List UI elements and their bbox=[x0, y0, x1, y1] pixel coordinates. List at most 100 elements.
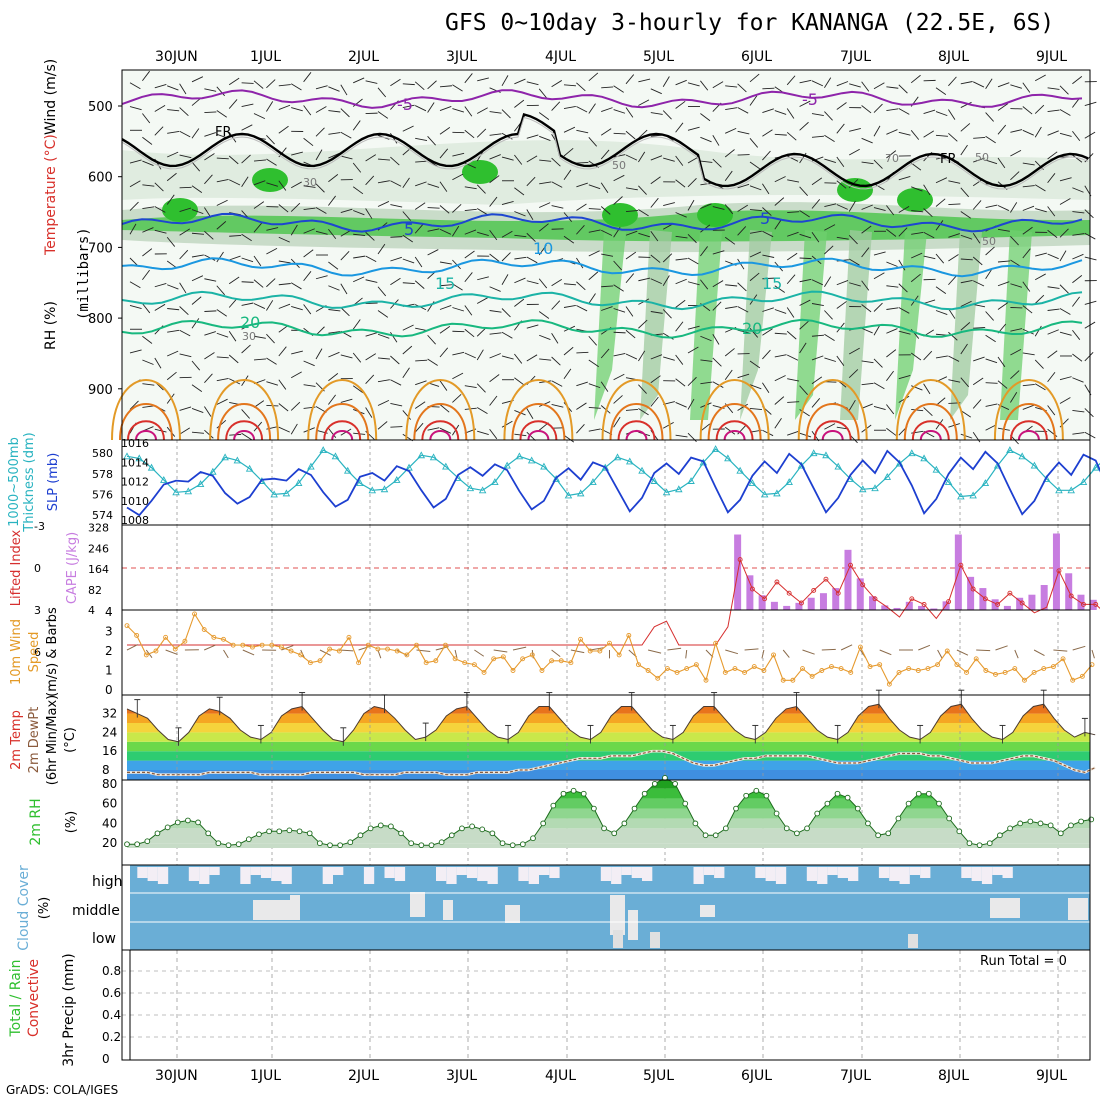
rh-marker bbox=[1078, 818, 1084, 825]
wind-barb bbox=[799, 320, 809, 330]
wind-barb bbox=[242, 649, 255, 656]
wind-barb bbox=[588, 229, 601, 233]
wind-barb bbox=[340, 208, 353, 213]
wind-barb bbox=[551, 205, 564, 209]
wind-barb bbox=[216, 221, 227, 230]
wind-barb bbox=[290, 224, 298, 236]
rh-spike bbox=[1000, 230, 1032, 420]
wind-barb bbox=[836, 355, 845, 366]
rh-marker bbox=[976, 842, 983, 849]
wind-barb bbox=[290, 423, 298, 435]
wind-barb bbox=[811, 80, 824, 87]
wind-barb bbox=[613, 331, 626, 334]
temp-arc bbox=[797, 379, 868, 441]
wind-barb bbox=[501, 420, 513, 428]
rh-marker bbox=[783, 825, 790, 832]
thickness-marker bbox=[491, 478, 499, 485]
wind-barb bbox=[675, 354, 684, 365]
rh-marker bbox=[885, 830, 892, 837]
wind-barb bbox=[142, 136, 153, 145]
wind-barb bbox=[452, 351, 465, 356]
wind-barb bbox=[687, 281, 700, 286]
wind-barb bbox=[687, 126, 700, 131]
wind-barb bbox=[985, 112, 994, 122]
x-tick-label-top: 5JUL bbox=[643, 49, 674, 65]
cape-bar bbox=[1052, 533, 1060, 610]
wind-barb bbox=[923, 350, 933, 361]
wind-barb bbox=[985, 403, 998, 407]
cape-bar bbox=[856, 578, 864, 610]
high-cloud-cell bbox=[899, 867, 910, 884]
wind-barb bbox=[142, 335, 153, 344]
panel-ylabel: 2m RH bbox=[28, 798, 44, 845]
wind-barb bbox=[588, 250, 600, 257]
panel-ylabel: SLP (mb) bbox=[46, 453, 61, 512]
thickness-marker bbox=[871, 484, 879, 492]
wind-barb bbox=[663, 202, 675, 206]
wind-barb bbox=[662, 110, 672, 120]
freezing-line-shadow bbox=[121, 116, 1089, 190]
y-tick-label-right: 164 bbox=[88, 563, 109, 576]
wind-barb bbox=[402, 146, 413, 156]
thickness-marker bbox=[552, 475, 560, 482]
wind-barb bbox=[427, 80, 437, 90]
wind-barb bbox=[452, 204, 462, 213]
wind-barb bbox=[898, 307, 910, 314]
wind-barb bbox=[514, 78, 526, 85]
wind-barb bbox=[737, 329, 750, 334]
li-marker bbox=[921, 601, 927, 607]
wind-barb bbox=[935, 87, 947, 96]
wind-barb bbox=[799, 121, 809, 131]
wind-barb bbox=[762, 277, 775, 280]
wind-barb bbox=[873, 159, 883, 169]
thickness-marker bbox=[920, 454, 928, 462]
wind-barb bbox=[129, 106, 142, 111]
wind-barb bbox=[377, 243, 386, 255]
rh-marker bbox=[692, 820, 699, 827]
wind-barb bbox=[229, 234, 242, 237]
rh-spike bbox=[690, 230, 722, 420]
wind-barb bbox=[526, 176, 536, 187]
wind-barb bbox=[840, 644, 853, 651]
y-tick-label: 32 bbox=[102, 707, 117, 721]
wind-marker bbox=[616, 652, 622, 658]
wind-barb bbox=[1034, 325, 1042, 337]
wind-barb bbox=[563, 126, 576, 133]
wind-barb bbox=[415, 359, 428, 362]
high-cloud-cell bbox=[518, 867, 529, 881]
thickness-marker bbox=[380, 485, 389, 493]
wind-barb bbox=[328, 228, 337, 239]
wind-barb bbox=[576, 305, 588, 312]
thickness-marker bbox=[969, 491, 977, 499]
temp-arc bbox=[805, 403, 860, 441]
rh-marker bbox=[519, 841, 526, 848]
wind-barb bbox=[1059, 397, 1071, 404]
wind-barb bbox=[414, 81, 425, 91]
wind-barb bbox=[1022, 248, 1031, 259]
high-cloud-cell bbox=[837, 867, 848, 878]
temp-band bbox=[127, 723, 1090, 733]
wind-barb bbox=[538, 223, 549, 232]
temp-arc bbox=[127, 420, 165, 441]
wind-marker bbox=[761, 668, 767, 673]
thickness-marker bbox=[724, 454, 732, 462]
wind-barb bbox=[303, 304, 312, 315]
wind-barb bbox=[960, 144, 968, 156]
wind-barb bbox=[638, 232, 651, 238]
wind-barb bbox=[662, 309, 672, 319]
wind-barb bbox=[675, 258, 688, 261]
wind-barb bbox=[824, 245, 834, 255]
wind-barb bbox=[1084, 209, 1094, 219]
wind-barb bbox=[179, 249, 189, 260]
wind-barb bbox=[973, 304, 986, 308]
wind-barb bbox=[700, 381, 713, 385]
wind-barb bbox=[278, 236, 290, 243]
rh-marker bbox=[854, 805, 861, 812]
wind-marker bbox=[896, 670, 902, 675]
wind-marker bbox=[1060, 656, 1066, 662]
wind-barb bbox=[167, 130, 180, 134]
wind-barb bbox=[650, 375, 661, 384]
wind-barb bbox=[489, 175, 500, 184]
y-tick-label: 500 bbox=[88, 100, 113, 115]
temp-line bbox=[126, 703, 1096, 743]
